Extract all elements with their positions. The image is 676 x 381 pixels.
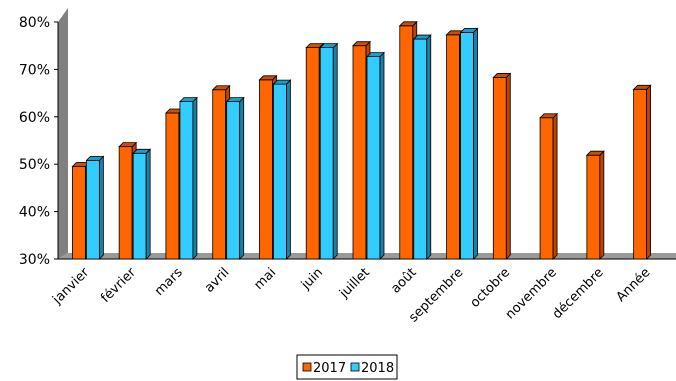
bar-2018-juin bbox=[319, 42, 339, 260]
bar-front bbox=[85, 160, 100, 260]
bar-top bbox=[585, 150, 605, 156]
bar-2018-août bbox=[412, 34, 432, 260]
x-tick-label: avril bbox=[202, 265, 233, 296]
legend-swatch-2018 bbox=[350, 362, 360, 372]
bar-side bbox=[505, 72, 511, 260]
bar-front bbox=[259, 79, 273, 260]
legend-label-2017: 2017 bbox=[313, 361, 346, 376]
bar-side bbox=[473, 27, 478, 260]
y-tick-label: 70% bbox=[19, 62, 50, 78]
y-tick-label: 60% bbox=[19, 110, 50, 126]
bar-side bbox=[332, 42, 338, 260]
bar-front bbox=[319, 47, 334, 260]
bar-side bbox=[239, 96, 245, 260]
x-tick-label: Année bbox=[614, 265, 654, 305]
bar-front bbox=[446, 34, 460, 260]
bar-top bbox=[539, 113, 559, 119]
x-tick-label: janvier bbox=[49, 265, 92, 308]
bar-side bbox=[145, 148, 151, 260]
x-tick-label: décembre bbox=[550, 265, 607, 322]
bar-top bbox=[632, 84, 652, 90]
bar-2018-février bbox=[132, 148, 152, 260]
bar-front bbox=[460, 32, 474, 260]
bar-front bbox=[352, 45, 367, 260]
bar-front bbox=[118, 146, 133, 260]
y-tick-label: 40% bbox=[19, 205, 50, 221]
y-tick-label: 50% bbox=[19, 157, 50, 173]
bar-top bbox=[398, 21, 418, 27]
bar-side bbox=[426, 34, 432, 260]
bar-side bbox=[646, 84, 652, 260]
legend-swatch-2017 bbox=[302, 362, 312, 372]
bar-top bbox=[118, 142, 138, 148]
bar-2018-avril bbox=[225, 96, 245, 260]
x-tick-label: mai bbox=[252, 265, 280, 293]
bar-front bbox=[71, 166, 86, 260]
bar-top bbox=[85, 156, 105, 161]
bar-side bbox=[599, 150, 605, 260]
bar-top bbox=[258, 75, 278, 81]
bar-side bbox=[286, 79, 291, 260]
bar-front bbox=[633, 88, 648, 260]
y-axis: 30% 40% 50% 60% 70% 80% bbox=[19, 15, 59, 268]
bar-2017-décembre bbox=[585, 150, 605, 260]
bar-top bbox=[132, 148, 152, 154]
bar-front bbox=[305, 47, 320, 260]
bar-2018-septembre bbox=[459, 27, 479, 260]
bar-2017-novembre bbox=[539, 112, 559, 260]
bar-front bbox=[413, 38, 428, 260]
x-tick-label: juin bbox=[298, 265, 326, 293]
bar-front bbox=[399, 25, 414, 260]
bar-top bbox=[459, 28, 479, 33]
bar-2018-mai bbox=[272, 79, 292, 260]
legend: 2017 2018 bbox=[296, 354, 398, 380]
bar-top bbox=[366, 52, 385, 58]
bar-top bbox=[178, 97, 198, 103]
x-tick-label: février bbox=[98, 265, 139, 306]
bar-top bbox=[211, 85, 231, 91]
bar-side bbox=[192, 96, 198, 260]
bar-front bbox=[212, 89, 227, 260]
legend-box bbox=[296, 354, 398, 380]
x-tick-label: octobre bbox=[468, 265, 514, 311]
bar-2018-janvier bbox=[85, 155, 105, 260]
bar-top bbox=[319, 43, 339, 48]
bar-2018-mars bbox=[178, 96, 198, 260]
legend-label-2018: 2018 bbox=[361, 361, 394, 376]
bar-front bbox=[366, 56, 381, 260]
x-tick-label: août bbox=[388, 265, 419, 296]
bar-top bbox=[352, 41, 371, 47]
bar-2017-octobre bbox=[492, 72, 512, 260]
bar-top bbox=[225, 97, 245, 103]
y-tick-label: 30% bbox=[19, 252, 50, 268]
left-wall bbox=[58, 8, 68, 259]
bar-2018-juillet bbox=[366, 51, 385, 260]
bar-front bbox=[586, 154, 601, 260]
bar-front bbox=[539, 117, 554, 260]
x-axis-labels: janvier février mars avril mai juin juillet aoû… bbox=[49, 265, 653, 326]
bar-front bbox=[492, 77, 507, 260]
x-tick-label: juillet bbox=[336, 265, 373, 302]
bar-top bbox=[412, 34, 432, 40]
bars bbox=[71, 20, 652, 260]
bar-side bbox=[552, 112, 558, 260]
bar-2017-Année bbox=[632, 84, 652, 260]
bar-front bbox=[165, 112, 180, 260]
bar-top bbox=[305, 43, 325, 48]
bar-front bbox=[226, 101, 241, 260]
bar-side bbox=[98, 155, 104, 260]
y-tick-label: 80% bbox=[19, 15, 50, 31]
bar-top bbox=[272, 79, 292, 85]
bar-side bbox=[379, 51, 385, 260]
bar-top bbox=[492, 73, 512, 78]
bar-front bbox=[179, 101, 194, 260]
x-tick-label: mars bbox=[152, 265, 186, 299]
bar-front bbox=[132, 152, 147, 260]
bar-front bbox=[273, 83, 287, 260]
